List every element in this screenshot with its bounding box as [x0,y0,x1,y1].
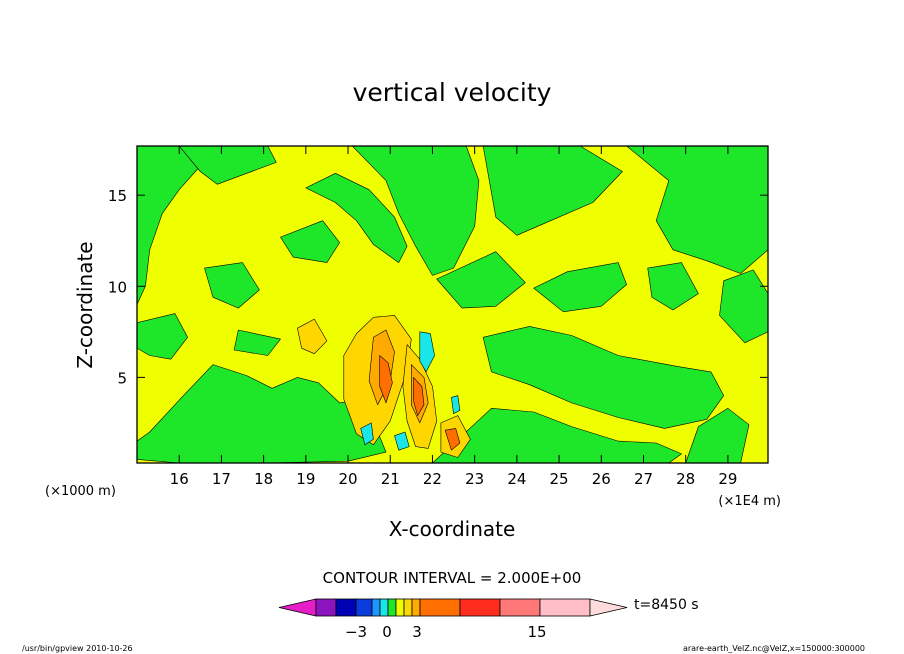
x-axis-label: X-coordinate [389,517,516,541]
x-tick-label: 27 [634,470,653,488]
colorbar-swatch [315,598,337,617]
colorbar-arrow-low [278,598,317,617]
contour-region-strong-up [413,377,425,416]
colorbar-swatch [499,598,541,617]
contour-region-strong-up [444,428,461,451]
contour-region-weak-down [178,146,277,185]
contour-region-weak-down [482,326,725,429]
plot-frame [136,145,769,464]
x-tick-label: 22 [423,470,442,488]
contour-region-weak-down [280,220,340,263]
colorbar-arrow-high [589,598,628,617]
x-tick-label: 26 [592,470,611,488]
contour-region-weak-down [685,407,750,463]
y-tick-label: 5 [117,369,127,387]
colorbar-tick-label: −3 [345,623,367,641]
y-tick-label: 15 [108,187,127,205]
chart-title: vertical velocity [353,78,552,107]
x-tick-label: 25 [550,470,569,488]
colorbar-swatch [335,598,357,617]
contour-region-down [394,431,410,451]
colorbar-swatch [419,598,461,617]
colorbar-tick-label: 15 [527,623,546,641]
contour-interval-label: CONTOUR INTERVAL = 2.000E+00 [323,569,582,587]
y-axis: 5 10 15 [108,187,768,387]
contour-region-weak-down [432,407,682,463]
colorbar-swatch [411,598,421,617]
x-tick-label: 17 [212,470,231,488]
contour-region-weak-down [137,313,188,360]
contour-region-weak-down [482,146,623,236]
colorbar-swatch [403,598,413,617]
plot-area [137,146,768,463]
x-tick-label: 28 [676,470,695,488]
footer-right: arare-earth_VelZ.nc@VelZ,x=150000:300000 [683,644,865,653]
velocity-contours [137,146,768,463]
time-label: t=8450 s [634,597,699,613]
contour-region-weak-down [233,329,281,356]
x-tick-label: 16 [170,470,189,488]
x-tick-label: 29 [718,470,737,488]
y-multiplier-label: (×1000 m) [45,484,116,499]
contour-region-weak-down [533,262,627,313]
contour-region-weak-up [297,318,328,355]
contour-region-weak-down [305,173,408,263]
colorbar-swatch [371,598,381,617]
contour-region-down [451,395,461,415]
contour-region-strong-up [379,355,393,404]
x-tick-label: 19 [296,470,315,488]
colorbar-swatch [355,598,373,617]
contour-region-down [419,331,435,373]
x-tick-label: 20 [338,470,357,488]
contour-region-weak-down [626,146,768,274]
contour-region-weak-down [436,251,526,309]
footer-left: /usr/bin/gpview 2010-10-26 [22,644,133,653]
colorbar-swatch [539,598,591,617]
contour-region-down [360,422,374,446]
colorbar-swatch [459,598,501,617]
x-tick-label: 21 [381,470,400,488]
x-axis: 16 17 18 19 20 21 22 23 24 25 26 27 28 29 [170,146,737,488]
colorbar [278,598,628,617]
x-tick-label: 24 [507,470,526,488]
x-tick-label: 23 [465,470,484,488]
x-multiplier-label: (×1E4 m) [718,494,781,509]
colorbar-tick-labels: −3 0 3 15 [345,623,547,641]
x-tick-label: 18 [254,470,273,488]
colorbar-tick-label: 3 [412,623,422,641]
colorbar-swatch [379,598,389,617]
colorbar-swatch [387,598,397,617]
y-axis-label: Z-coordinate [73,241,97,368]
contour-region-weak-down [719,269,768,344]
contour-region-weak-down [647,262,699,311]
colorbar-swatch [395,598,405,617]
contour-region-weak-down [351,146,480,276]
y-tick-label: 10 [108,278,127,296]
contour-region-weak-down [204,262,260,309]
colorbar-tick-label: 0 [382,623,392,641]
